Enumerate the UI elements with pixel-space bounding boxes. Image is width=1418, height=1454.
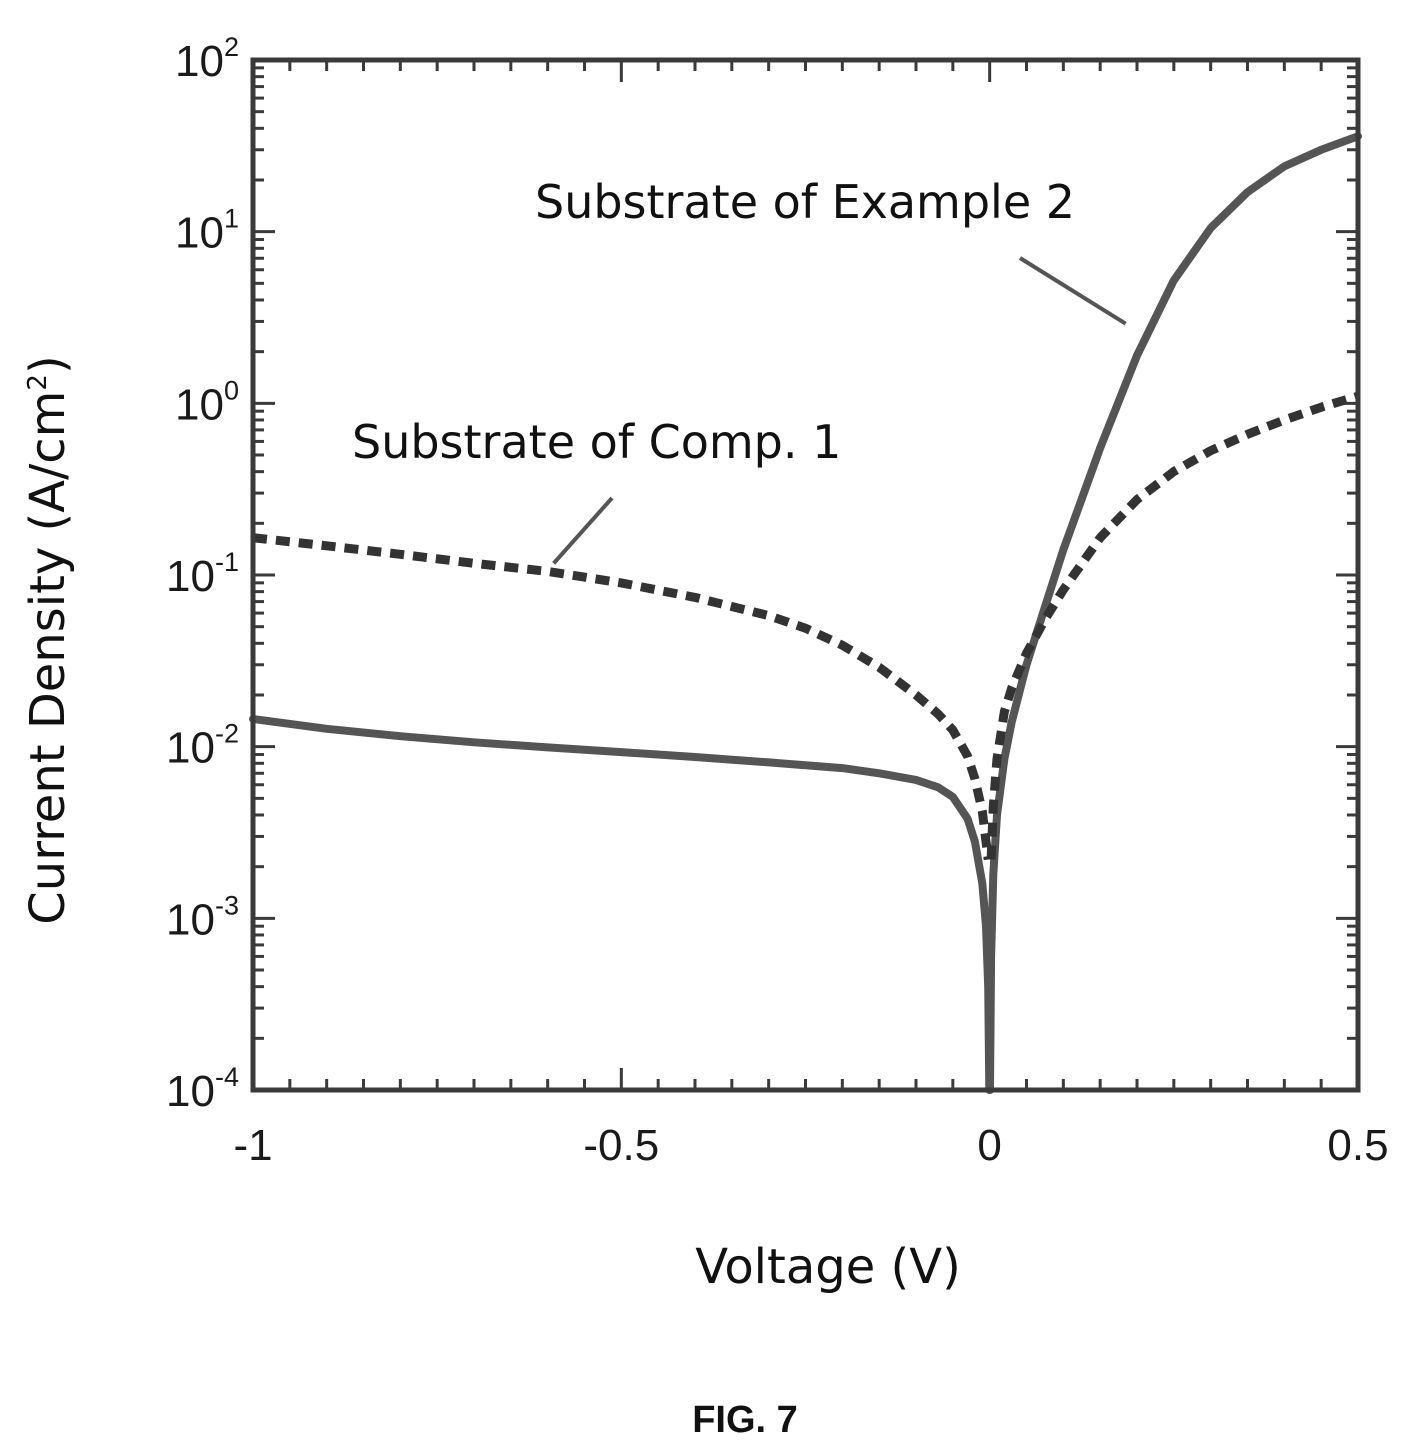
y-tick-label: 10-1 — [166, 547, 239, 601]
y-axis-title-close: ) — [20, 355, 76, 374]
y-tick-base: 10 — [175, 37, 224, 86]
y-tick-label: 10-2 — [166, 719, 239, 773]
y-tick-exponent: -1 — [215, 547, 239, 577]
annotation-leaders — [552, 256, 1127, 565]
y-axis-title-sup: 2 — [23, 374, 53, 391]
y-tick-exponent: -3 — [215, 890, 239, 920]
y-tick-base: 10 — [166, 1067, 215, 1116]
y-tick-label: 101 — [175, 204, 239, 258]
y-tick-exponent: -2 — [215, 719, 239, 749]
leader-line-example-2 — [1018, 256, 1127, 326]
x-tick-label: -1 — [233, 1121, 272, 1170]
y-tick-exponent: 0 — [224, 375, 239, 405]
y-tick-label: 102 — [175, 32, 239, 86]
y-tick-label: 100 — [175, 375, 239, 429]
y-tick-exponent: 2 — [224, 32, 239, 62]
series-example-2-reverse-line — [249, 715, 994, 1094]
y-tick-exponent: 1 — [224, 204, 239, 234]
y-tick-label: 10-4 — [166, 1062, 239, 1116]
annotation-comp-1: Substrate of Comp. 1 — [352, 415, 841, 469]
x-tick-label: 0 — [977, 1121, 1001, 1170]
series-comp-1-forward-line — [986, 391, 1360, 860]
y-axis-title-main: Current Density (A/cm — [20, 391, 76, 925]
x-tick-labels: -1 -0.5 0 0.5 — [233, 1121, 1388, 1170]
series-comp-1-reverse-line — [252, 533, 993, 861]
y-tick-exponent: -4 — [215, 1062, 239, 1092]
y-tick-label: 10-3 — [166, 890, 239, 944]
series-layer — [249, 132, 1362, 1094]
plot-frame — [250, 57, 1361, 1093]
x-tick-label: -0.5 — [583, 1121, 659, 1170]
y-tick-base: 10 — [175, 380, 224, 429]
y-tick-base: 10 — [166, 895, 215, 944]
y-axis-title: Current Density (A/cm2) — [20, 355, 76, 924]
y-tick-base: 10 — [175, 209, 224, 258]
annotation-example-2: Substrate of Example 2 — [535, 175, 1075, 229]
figure-label: FIG. 7 — [692, 1399, 798, 1441]
x-axis-title: Voltage (V) — [695, 1239, 961, 1295]
leader-line-comp-1 — [552, 496, 614, 565]
x-tick-label: 0.5 — [1327, 1121, 1388, 1170]
y-tick-base: 10 — [166, 724, 215, 773]
y-tick-base: 10 — [166, 552, 215, 601]
